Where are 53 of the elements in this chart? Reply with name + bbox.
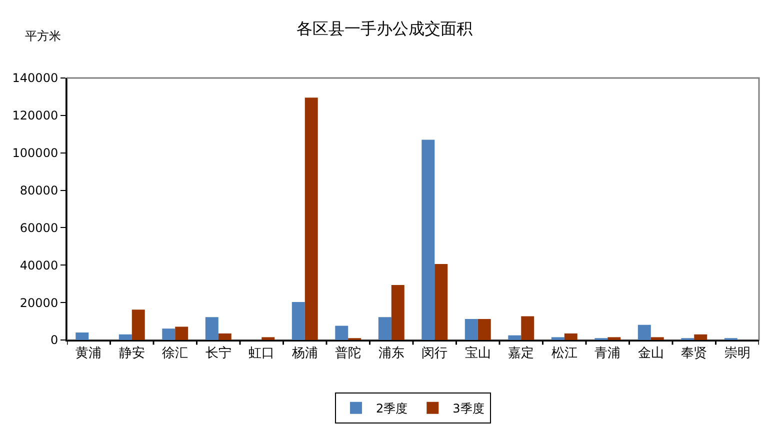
legend-label: 3季度 (452, 402, 484, 416)
y-tick-label: 100000 (12, 146, 58, 160)
bar (378, 317, 392, 340)
x-tick-label: 普陀 (335, 345, 362, 362)
x-tick-label: 嘉定 (508, 346, 534, 362)
x-tick-label: 宝山 (464, 345, 491, 362)
x-tick-label: 浦东 (378, 346, 404, 362)
bar (218, 333, 232, 340)
bar (162, 328, 176, 340)
x-tick-label: 杨浦 (290, 346, 318, 362)
y-tick-label: 40000 (20, 258, 58, 272)
bar (175, 326, 188, 340)
bar (304, 98, 318, 340)
bar (292, 302, 305, 340)
x-tick-label: 闵行 (422, 346, 448, 362)
x-tick-label: 金山 (638, 346, 664, 362)
x-tick-label: 静安 (118, 345, 145, 362)
x-tick-label: 徐汇 (162, 346, 188, 362)
y-tick-label: 80000 (20, 183, 58, 198)
y-tick-label: 60000 (20, 220, 58, 235)
x-tick-label: 黄浦 (76, 346, 102, 362)
bar (608, 337, 621, 340)
bar (205, 317, 218, 340)
bar (391, 284, 404, 340)
bar (694, 334, 708, 340)
bar (508, 335, 522, 340)
y-tick-label: 20000 (20, 296, 58, 310)
y-tick-label: 140000 (12, 71, 58, 86)
bar (478, 319, 491, 340)
bar (262, 337, 275, 340)
bar (132, 310, 145, 340)
bar (521, 316, 534, 340)
bar (76, 332, 89, 340)
x-tick-label: 崇明 (724, 346, 750, 362)
bar (564, 333, 578, 340)
bar (118, 334, 132, 340)
y-tick-label: 120000 (12, 108, 58, 123)
y-tick-label: 0 (50, 333, 58, 348)
legend-label: 2季度 (376, 402, 408, 416)
bar (434, 264, 448, 340)
y-axis-title: 平方米 (25, 29, 61, 43)
bar (551, 337, 564, 340)
x-tick-label: 长宁 (205, 345, 232, 362)
bar (464, 319, 478, 340)
x-tick-label: 奉贤 (681, 346, 708, 362)
bar (638, 324, 651, 340)
x-tick-label: 虹口 (248, 346, 275, 362)
bar (335, 326, 348, 340)
bar (650, 337, 664, 340)
x-tick-label: 松江 (551, 346, 578, 362)
bar (422, 140, 435, 340)
chart-title: 各区县一手办公成交面积 (296, 18, 472, 38)
x-tick-label: 青浦 (594, 346, 621, 362)
